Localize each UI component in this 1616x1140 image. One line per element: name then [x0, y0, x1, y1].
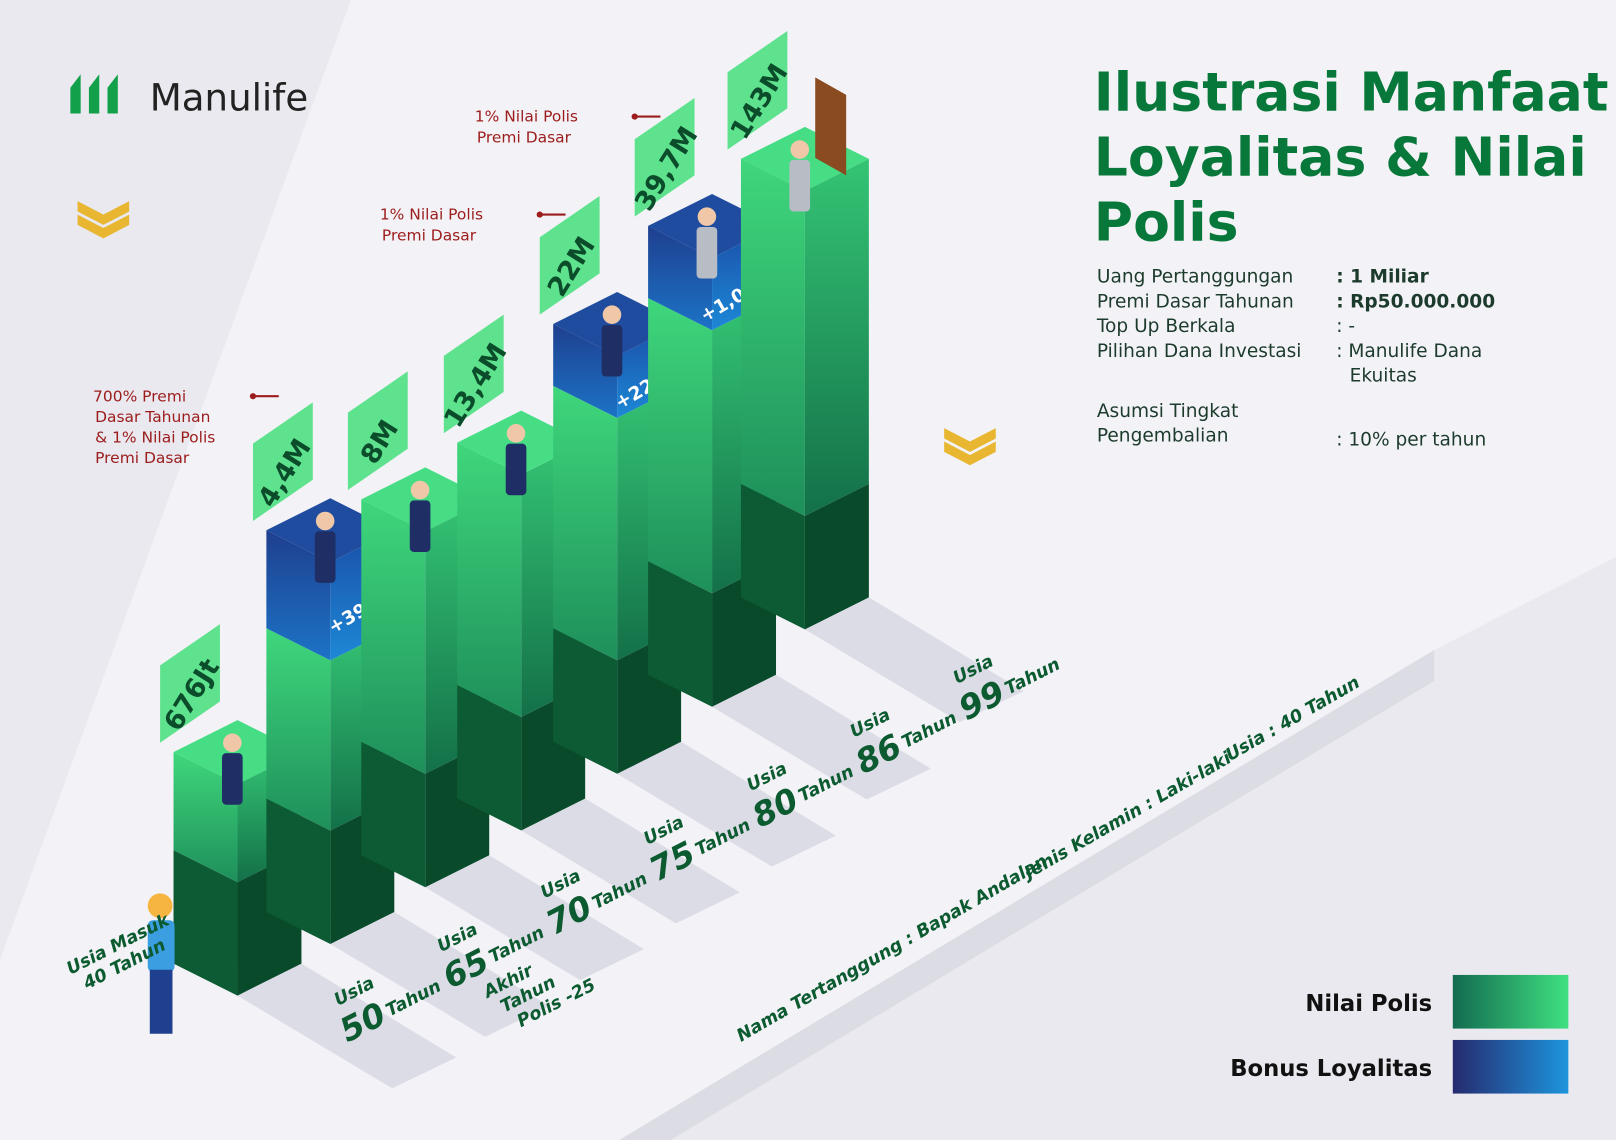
bar-base-left — [361, 741, 426, 888]
note-text: 1% Nilai Polis — [475, 108, 578, 126]
bar-base-left — [740, 483, 805, 630]
person-head — [410, 480, 430, 500]
legend-swatch — [1452, 974, 1569, 1029]
title-line: Ilustrasi Manfaat — [1094, 60, 1609, 123]
chevron — [77, 201, 130, 239]
note-text: Premi Dasar — [382, 226, 477, 244]
bar-base-left — [266, 798, 331, 944]
bar-shadow — [617, 741, 836, 867]
value-card — [347, 371, 408, 491]
detail-label: Asumsi Tingkat — [1097, 401, 1239, 422]
value-card — [160, 624, 220, 743]
person-body — [696, 226, 718, 279]
bar-base-left — [553, 628, 618, 774]
logo-mark — [70, 74, 118, 114]
bar-base-left — [457, 685, 522, 831]
detail-label: Top Up Berkala — [1096, 316, 1236, 337]
start-body — [147, 920, 175, 972]
detail-value: : 10% per tahun — [1336, 430, 1486, 451]
note-text: 1% Nilai Polis — [380, 206, 483, 224]
note-text: 700% Premi — [93, 387, 186, 405]
note-text: Premi Dasar — [95, 449, 190, 467]
detail-label: Uang Pertanggungan — [1097, 267, 1293, 288]
bar-shadow — [804, 597, 1024, 723]
bar-base-left — [648, 561, 713, 707]
note-dot — [631, 113, 638, 120]
bar-shadow — [712, 674, 931, 800]
bar-shadow — [425, 855, 644, 981]
bar-left — [648, 298, 713, 594]
platform-edge — [619, 649, 1435, 1140]
legend-swatch — [1452, 1039, 1569, 1094]
bonus-block-left — [266, 530, 331, 661]
detail-label: Pengembalian — [1097, 426, 1229, 447]
bar-left — [266, 628, 331, 831]
person-body — [601, 324, 623, 377]
bar-left — [361, 499, 426, 774]
bar-left — [553, 385, 618, 661]
person-head — [223, 733, 242, 753]
bar-base-left — [173, 850, 238, 996]
person-head — [506, 424, 526, 443]
detail-value: : 1 Miliar — [1336, 267, 1429, 288]
door — [815, 77, 847, 176]
chevron — [944, 428, 996, 466]
detail-value: : - — [1336, 316, 1355, 337]
legend-label: Nilai Polis — [1305, 991, 1432, 1017]
start-legs — [149, 969, 173, 1034]
person-body — [314, 531, 336, 583]
value-card — [252, 402, 313, 521]
detail-label: Premi Dasar Tahunan — [1097, 291, 1294, 312]
person-head — [602, 305, 622, 324]
bonus-block-left — [553, 323, 618, 418]
person-head — [315, 511, 335, 531]
note-text: & 1% Nilai Polis — [95, 429, 215, 447]
detail-label: Pilihan Dana Investasi — [1097, 341, 1302, 362]
bar-shadow — [330, 912, 550, 1037]
note-text: Dasar Tahunan — [95, 408, 210, 426]
title-line: Polis — [1094, 190, 1239, 253]
start-head — [147, 893, 173, 919]
value-card — [634, 98, 695, 217]
detail-value: : Rp50.000.000 — [1336, 291, 1495, 312]
bar-shadow — [237, 963, 457, 1089]
note-text: Premi Dasar — [477, 128, 572, 146]
note-dot — [536, 211, 543, 218]
detail-value: : Manulife Dana — [1336, 341, 1482, 362]
detail-value: Ekuitas — [1350, 366, 1417, 387]
person-head — [790, 140, 810, 159]
legend-label: Bonus Loyalitas — [1230, 1056, 1432, 1082]
value-card — [539, 196, 600, 315]
value-card — [443, 314, 504, 434]
bar-base-right — [804, 483, 869, 630]
person-head — [697, 207, 717, 226]
bonus-block-left — [648, 225, 713, 331]
person-body — [409, 500, 431, 552]
bar-right — [804, 158, 869, 516]
bar-shadow — [521, 798, 740, 924]
bar-left — [173, 752, 238, 883]
value-card — [727, 30, 788, 150]
note-dot — [249, 393, 257, 400]
title-line: Loyalitas & Nilai — [1094, 125, 1587, 188]
person-body — [505, 443, 527, 496]
bar-left — [740, 158, 805, 516]
bar-left — [457, 442, 522, 718]
person-body — [789, 159, 811, 212]
person-body — [222, 753, 243, 805]
logo-text: Manulife — [150, 76, 308, 119]
